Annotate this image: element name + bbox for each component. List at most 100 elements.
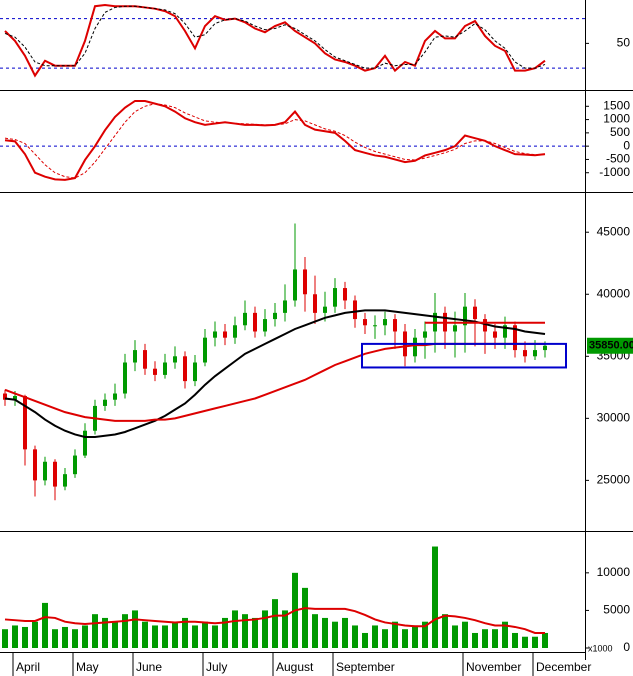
candle-body bbox=[53, 461, 57, 487]
volume-bar bbox=[182, 617, 188, 648]
volume-bar bbox=[352, 625, 358, 648]
candle-body bbox=[193, 362, 197, 382]
volume-bar bbox=[272, 599, 278, 648]
x-tick-label: December bbox=[536, 660, 591, 674]
last-value-label: 35850.00 bbox=[589, 340, 633, 352]
volume-bar bbox=[362, 632, 368, 648]
unit-label: x1000 bbox=[588, 643, 613, 653]
volume-bar bbox=[322, 617, 328, 648]
volume-bar bbox=[72, 629, 78, 648]
x-tick-label: September bbox=[336, 660, 395, 674]
candle-body bbox=[183, 356, 187, 382]
y-tick-label: 500 bbox=[610, 125, 630, 139]
candle-body bbox=[213, 331, 217, 338]
annotation-box bbox=[361, 342, 567, 369]
candle-body bbox=[533, 350, 537, 357]
candle-body bbox=[23, 396, 27, 450]
candle-body bbox=[343, 288, 347, 301]
volume-bar bbox=[212, 625, 218, 648]
candle-body bbox=[483, 319, 487, 332]
series-line bbox=[4, 99, 546, 181]
candle-body bbox=[413, 337, 417, 357]
volume-bar bbox=[452, 625, 458, 648]
candle-body bbox=[383, 319, 387, 326]
volume-bar bbox=[142, 621, 148, 648]
series-line bbox=[4, 3, 546, 78]
candle-body bbox=[333, 288, 337, 307]
candle-body bbox=[103, 399, 107, 406]
volume-bar bbox=[172, 621, 178, 648]
volume-bar bbox=[532, 636, 538, 648]
volume-bar bbox=[102, 617, 108, 648]
volume-bar bbox=[52, 629, 58, 648]
candle-body bbox=[253, 312, 257, 332]
candle-body bbox=[63, 474, 67, 487]
candle-body bbox=[303, 269, 307, 295]
volume-bar bbox=[312, 614, 318, 648]
x-tick-label: August bbox=[276, 660, 314, 674]
volume-bar bbox=[462, 621, 468, 648]
y-tick-label: 1000 bbox=[603, 112, 630, 126]
volume-bar bbox=[542, 632, 548, 648]
volume-bar bbox=[252, 617, 258, 648]
candle-body bbox=[393, 319, 397, 332]
last-value-box bbox=[587, 337, 633, 354]
volume-bar bbox=[502, 621, 508, 648]
volume-bar bbox=[112, 621, 118, 648]
candle-body bbox=[543, 345, 547, 351]
y-tick-label: 25000 bbox=[597, 473, 631, 487]
candle-body bbox=[243, 312, 247, 326]
candle-body bbox=[323, 306, 327, 313]
volume-bar bbox=[32, 621, 38, 648]
volume-bar bbox=[472, 632, 478, 648]
volume-bar bbox=[232, 610, 238, 648]
candle-body bbox=[313, 294, 317, 313]
y-tick-label: 50 bbox=[617, 36, 631, 50]
volume-bar bbox=[432, 546, 438, 648]
candle-body bbox=[173, 356, 177, 363]
y-tick-label: 0 bbox=[623, 640, 630, 654]
candle-body bbox=[523, 350, 527, 357]
volume-bar bbox=[192, 625, 198, 648]
candle-body bbox=[43, 461, 47, 481]
volume-bar bbox=[132, 610, 138, 648]
x-tick-label: June bbox=[136, 660, 162, 674]
candle-body bbox=[423, 331, 427, 338]
volume-bar bbox=[2, 629, 8, 648]
volume-bar bbox=[492, 629, 498, 648]
y-tick-label: 40000 bbox=[597, 286, 631, 300]
volume-bar bbox=[482, 629, 488, 648]
volume-bar bbox=[442, 614, 448, 648]
volume-bar bbox=[242, 614, 248, 648]
candle-body bbox=[513, 325, 517, 351]
y-tick-label: 30000 bbox=[597, 411, 631, 425]
volume-bar bbox=[22, 626, 28, 648]
volume-bar bbox=[92, 614, 98, 648]
candle-body bbox=[143, 350, 147, 369]
candle-body bbox=[153, 368, 157, 375]
volume-bar bbox=[402, 629, 408, 648]
volume-bar bbox=[162, 625, 168, 648]
candle-body bbox=[133, 350, 137, 363]
x-tick-label: July bbox=[206, 660, 227, 674]
candle-body bbox=[73, 455, 77, 475]
candle-body bbox=[353, 300, 357, 320]
candle-body bbox=[33, 449, 37, 481]
volume-bar bbox=[412, 625, 418, 648]
candle-body bbox=[113, 393, 117, 400]
volume-bar bbox=[372, 625, 378, 648]
volume-bar bbox=[382, 629, 388, 648]
candle-body bbox=[373, 325, 377, 327]
volume-bar bbox=[342, 617, 348, 648]
volume-bar bbox=[512, 632, 518, 648]
y-tick-label: 45000 bbox=[597, 224, 631, 238]
candle-body bbox=[273, 312, 277, 320]
candle-body bbox=[223, 331, 227, 338]
candle-body bbox=[293, 269, 297, 301]
candle-body bbox=[3, 393, 7, 400]
candle-body bbox=[453, 325, 457, 332]
volume-bar bbox=[282, 610, 288, 648]
y-tick-label: 0 bbox=[623, 138, 630, 152]
